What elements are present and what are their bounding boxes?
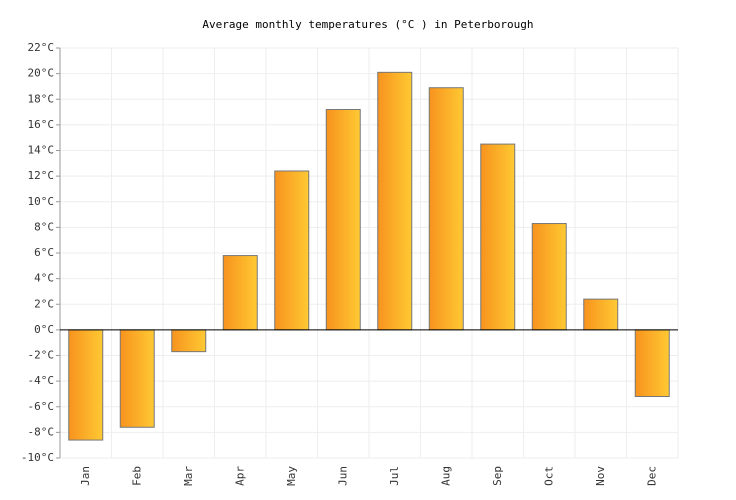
bar — [377, 71, 413, 331]
x-tick-label: Jun — [336, 466, 349, 486]
bar — [119, 329, 155, 428]
y-tick-label: 4°C — [34, 272, 54, 285]
x-tick-label: Jan — [79, 466, 92, 486]
bar — [68, 329, 104, 441]
bar — [428, 87, 464, 331]
bar — [634, 329, 670, 397]
y-tick-label: -2°C — [28, 349, 55, 362]
bar — [480, 143, 516, 331]
bar — [222, 255, 258, 331]
bar — [274, 170, 310, 331]
y-tick-label: 20°C — [28, 67, 55, 80]
x-tick-label: Oct — [542, 466, 555, 486]
x-tick-label: May — [285, 466, 298, 486]
bar — [531, 223, 567, 331]
bar — [325, 109, 361, 331]
y-tick-label: 18°C — [28, 92, 55, 105]
y-tick-label: 12°C — [28, 169, 55, 182]
y-tick-label: 8°C — [34, 220, 54, 233]
y-tick-label: 10°C — [28, 195, 55, 208]
x-tick-label: Jul — [388, 466, 401, 486]
x-tick-label: Sep — [491, 466, 504, 486]
bar — [171, 329, 207, 353]
x-tick-label: Apr — [233, 466, 246, 486]
chart-title: Average monthly temperatures (°C ) in Pe… — [202, 18, 533, 31]
x-tick-label: Feb — [130, 466, 143, 486]
y-tick-label: 22°C — [28, 41, 55, 54]
x-tick-label: Dec — [645, 466, 658, 486]
y-tick-label: 6°C — [34, 246, 54, 259]
y-tick-label: 0°C — [34, 323, 54, 336]
y-tick-label: 14°C — [28, 144, 55, 157]
y-tick-label: -4°C — [28, 374, 55, 387]
x-tick-label: Aug — [439, 466, 452, 486]
y-tick-label: 2°C — [34, 297, 54, 310]
y-tick-label: 16°C — [28, 118, 55, 131]
y-tick-label: -6°C — [28, 400, 55, 413]
bar — [583, 298, 619, 331]
y-tick-label: -8°C — [28, 425, 55, 438]
y-tick-label: -10°C — [21, 451, 54, 464]
x-tick-label: Mar — [182, 466, 195, 486]
x-tick-label: Nov — [594, 466, 607, 486]
